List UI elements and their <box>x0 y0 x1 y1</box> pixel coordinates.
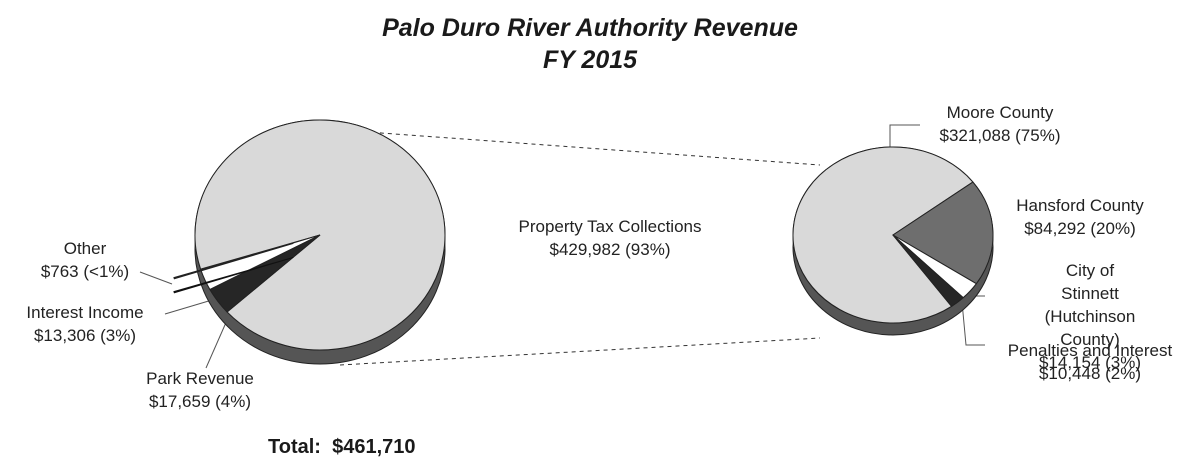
slice-label: Interest Income $13,306 (3%) <box>26 301 143 347</box>
value-label: $17,659 (4%) <box>148 392 252 411</box>
category-label: Moore County <box>946 103 1054 122</box>
leader-line <box>961 301 985 346</box>
total-label: Total: <box>268 436 321 458</box>
slice-label: Other $763 (<1%) <box>41 237 129 283</box>
value-label: $429,982 (93%) <box>549 240 671 259</box>
value-label: $84,292 (20%) <box>1024 219 1136 238</box>
slice-label: City of Stinnett (Hutchinson County) $14,… <box>1039 259 1141 374</box>
total-value: $461,710 <box>332 436 416 458</box>
total: Total: $461,710 <box>268 436 416 459</box>
slice <box>892 181 994 285</box>
value-label: $763 (<1%) <box>40 262 130 281</box>
slice-side <box>173 256 294 294</box>
chart-title: Palo Duro River Authority Revenue <box>382 14 798 42</box>
slice <box>173 242 294 280</box>
category-label: Property Tax Collections <box>518 217 702 236</box>
leader-line <box>164 299 213 315</box>
chart-subtitle: FY 2015 <box>542 46 638 74</box>
leader-line <box>889 124 920 155</box>
connector <box>339 129 821 166</box>
category-label: Interest Income <box>26 303 144 322</box>
value-label: $321,088 (75%) <box>939 126 1061 145</box>
category-label: Hansford County <box>1016 196 1144 215</box>
category-label: Penalties and Interest <box>1007 341 1173 360</box>
slice <box>792 146 974 324</box>
leader-line <box>139 271 173 285</box>
category-label: Park Revenue <box>146 369 254 388</box>
slice-label: Property Tax Collections $429,982 (93%) <box>519 215 702 261</box>
value-label: $13,306 (3%) <box>33 326 137 345</box>
slice <box>892 234 964 308</box>
slice-label: Park Revenue $17,659 (4%) <box>146 367 254 413</box>
value-label: $14,154 (3%) <box>1038 353 1142 372</box>
slice-label: Hansford County $84,292 (20%) <box>1016 194 1144 240</box>
leader-line <box>205 317 229 369</box>
category-label: Other <box>63 239 107 258</box>
slice-label: Moore County $321,088 (75%) <box>940 101 1061 147</box>
slice-label: Penalties and Interest $10,448 (2%) <box>1008 339 1172 385</box>
category-label: City of Stinnett (Hutchinson County) <box>1044 261 1136 349</box>
value-label: $10,448 (2%) <box>1038 364 1142 383</box>
connector <box>339 337 821 366</box>
